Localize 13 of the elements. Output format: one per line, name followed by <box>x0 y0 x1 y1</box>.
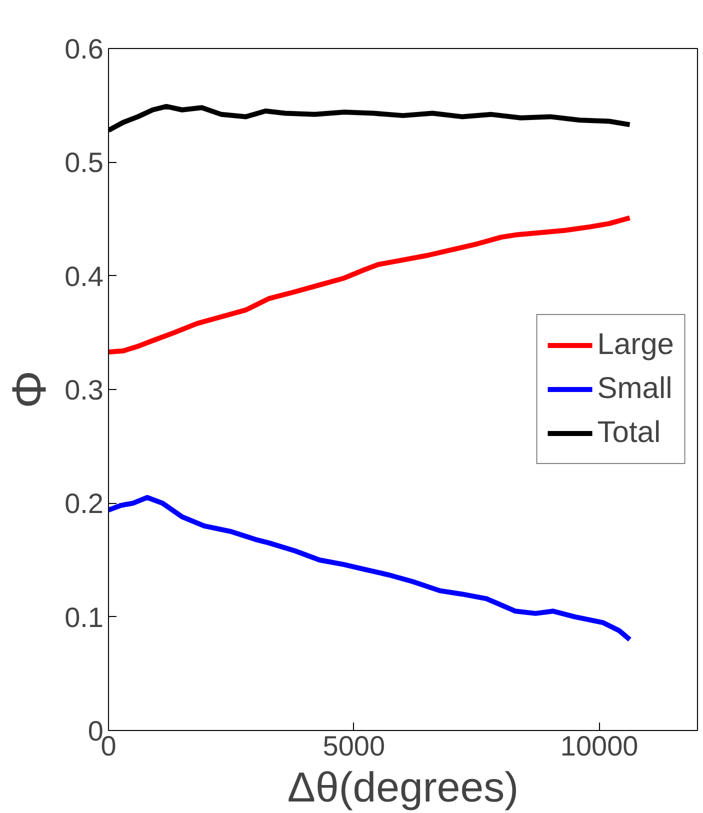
y-tick-label: 0.6 <box>64 34 104 64</box>
x-axis-title: Δθ(degrees) <box>287 764 519 810</box>
y-axis-title: Φ <box>4 370 57 409</box>
legend-label: Small <box>597 371 672 407</box>
x-tick-label: 10000 <box>560 730 638 762</box>
y-tick-label: 0.1 <box>64 602 104 633</box>
legend-label: Large <box>597 327 674 363</box>
x-tick-label: 5000 <box>322 730 386 762</box>
y-tick-label: 0.4 <box>64 260 104 292</box>
legend-label: Total <box>597 415 661 451</box>
y-tick-label: 0.5 <box>64 147 104 178</box>
y-tick-label: 0.3 <box>64 374 104 406</box>
y-tick-label: 0.2 <box>64 488 104 520</box>
